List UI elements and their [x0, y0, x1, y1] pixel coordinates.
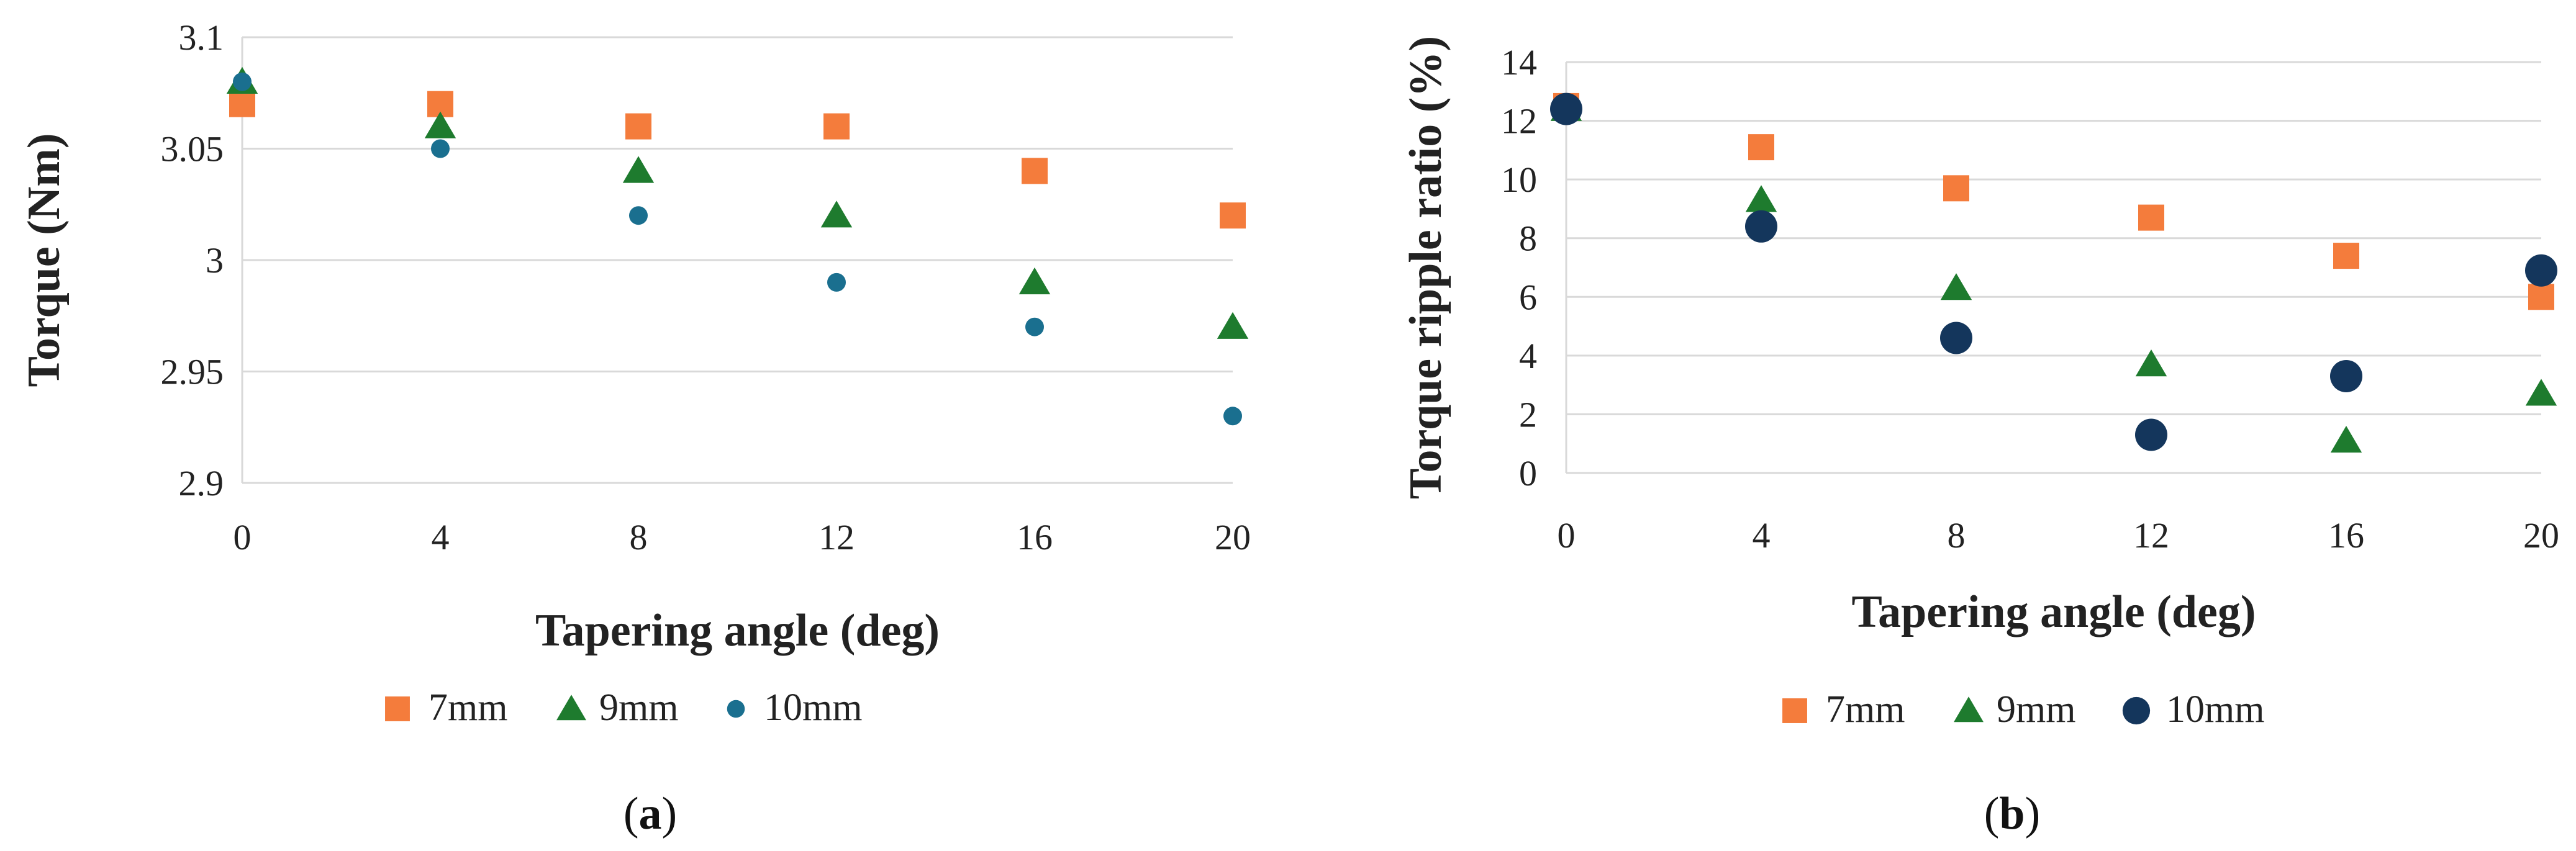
data-point-9mm	[1018, 267, 1051, 295]
legend-item-9mm: 9mm	[556, 687, 678, 729]
legend-marker-7mm	[385, 696, 410, 721]
y-tick-label: 8	[1519, 218, 1537, 259]
y-tick-label: 2.9	[179, 463, 224, 503]
data-point-7mm	[823, 113, 850, 140]
legend-marker-9mm	[1954, 696, 1984, 723]
panel-a-y-axis-title: Torque (Nm)	[19, 133, 70, 387]
y-tick-label: 2.95	[161, 352, 224, 392]
legend-marker-10mm	[2122, 696, 2151, 725]
panel-b-tick-labels: 0 2 4 6 8 10 12 14 0 4 8 12 16 20	[1501, 42, 2559, 556]
data-point-7mm	[1748, 134, 1774, 161]
x-tick-label: 4	[1753, 515, 1771, 556]
data-point-9mm	[1217, 312, 1249, 339]
data-point-10mm	[1745, 210, 1777, 243]
data-point-7mm	[2138, 204, 2164, 231]
y-tick-label: 4	[1519, 336, 1537, 376]
data-point-9mm	[820, 200, 853, 228]
data-point-10mm	[629, 206, 648, 225]
legend-item-10mm: 10mm	[2122, 688, 2264, 731]
data-point-9mm	[424, 111, 456, 138]
data-point-9mm	[2525, 379, 2557, 406]
panel-a-torque-chart: 2.9 2.95 3 3.05 3.1 0 4 8 12 16 20 Tapering angle …	[19, 17, 1251, 839]
data-point-7mm	[1022, 158, 1048, 184]
legend-label: 10mm	[764, 687, 862, 729]
x-tick-label: 12	[819, 517, 855, 557]
data-point-7mm	[625, 113, 651, 140]
data-point-10mm	[1223, 407, 1242, 426]
legend-marker-9mm	[556, 695, 586, 721]
data-point-10mm	[1550, 92, 1582, 125]
panel-b-data-points	[1550, 92, 2557, 453]
data-point-10mm	[1025, 317, 1044, 336]
data-point-9mm	[2135, 349, 2167, 377]
legend-label: 10mm	[2166, 688, 2264, 731]
legend-item-10mm: 10mm	[727, 687, 862, 729]
legend-item-7mm: 7mm	[1782, 688, 1905, 731]
panel-a-caption-letter: a	[639, 788, 662, 839]
x-tick-label: 16	[2328, 515, 2364, 556]
data-point-10mm	[2330, 359, 2362, 392]
legend-label: 9mm	[1997, 688, 2075, 731]
panel-b-gridlines	[1565, 61, 2541, 474]
data-point-10mm	[233, 72, 252, 91]
data-point-7mm	[2528, 284, 2554, 310]
data-point-7mm	[229, 91, 255, 117]
data-point-10mm	[2135, 418, 2167, 451]
data-point-7mm	[2333, 243, 2359, 269]
legend-label: 7mm	[429, 687, 507, 729]
legend-item-9mm: 9mm	[1954, 688, 2075, 731]
legend-item-7mm: 7mm	[385, 687, 507, 729]
legend-label: 7mm	[1826, 688, 1905, 731]
data-point-10mm	[1940, 322, 1972, 354]
x-tick-label: 16	[1017, 517, 1053, 557]
data-point-7mm	[1220, 202, 1246, 229]
y-tick-label: 2	[1519, 394, 1537, 435]
panel-b-caption: (b)	[1984, 788, 2040, 839]
x-tick-label: 20	[2523, 515, 2559, 556]
data-point-9mm	[622, 156, 655, 183]
data-point-10mm	[431, 139, 450, 158]
panel-a-legend: 7mm 9mm 10mm	[385, 687, 862, 729]
panel-a-gridlines	[241, 36, 1233, 484]
panel-b-ripple-chart: 0 2 4 6 8 10 12 14 0 4 8 12 16 20 Tapering angle (deg…	[1400, 36, 2559, 839]
panel-a-tick-labels: 2.9 2.95 3 3.05 3.1 0 4 8 12 16 20	[161, 17, 1251, 557]
data-point-10mm	[827, 272, 846, 292]
data-point-9mm	[1940, 273, 1972, 300]
data-point-9mm	[2330, 425, 2362, 453]
x-tick-label: 0	[1558, 515, 1576, 556]
x-tick-label: 8	[630, 517, 648, 557]
y-tick-label: 14	[1501, 42, 1537, 83]
panel-b-caption-letter: b	[1999, 788, 2025, 839]
y-tick-label: 3.1	[179, 17, 224, 58]
x-tick-label: 12	[2133, 515, 2169, 556]
y-tick-label: 3.05	[161, 129, 224, 169]
panel-b-legend: 7mm 9mm 10mm	[1782, 688, 2264, 731]
panel-b-y-axis-title: Torque ripple ratio (%)	[1400, 36, 1451, 499]
panel-a-caption: (a)	[624, 788, 677, 839]
legend-marker-10mm	[727, 700, 745, 718]
x-tick-label: 20	[1215, 517, 1251, 557]
y-tick-label: 3	[206, 240, 224, 281]
x-tick-label: 4	[432, 517, 450, 557]
y-tick-label: 10	[1501, 160, 1537, 200]
legend-label: 9mm	[599, 687, 678, 729]
y-tick-label: 0	[1519, 453, 1537, 493]
data-point-9mm	[1745, 185, 1777, 212]
data-point-7mm	[1943, 175, 1969, 202]
panel-a-data-points	[226, 66, 1249, 426]
panel-a-x-axis-title: Tapering angle (deg)	[535, 605, 940, 656]
legend-marker-7mm	[1782, 698, 1807, 723]
x-tick-label: 0	[234, 517, 252, 557]
panel-b-x-axis-title: Tapering angle (deg)	[1852, 587, 2256, 637]
x-tick-label: 8	[1948, 515, 1966, 556]
data-point-10mm	[2525, 254, 2557, 287]
y-tick-label: 6	[1519, 277, 1537, 317]
y-tick-label: 12	[1501, 101, 1537, 142]
